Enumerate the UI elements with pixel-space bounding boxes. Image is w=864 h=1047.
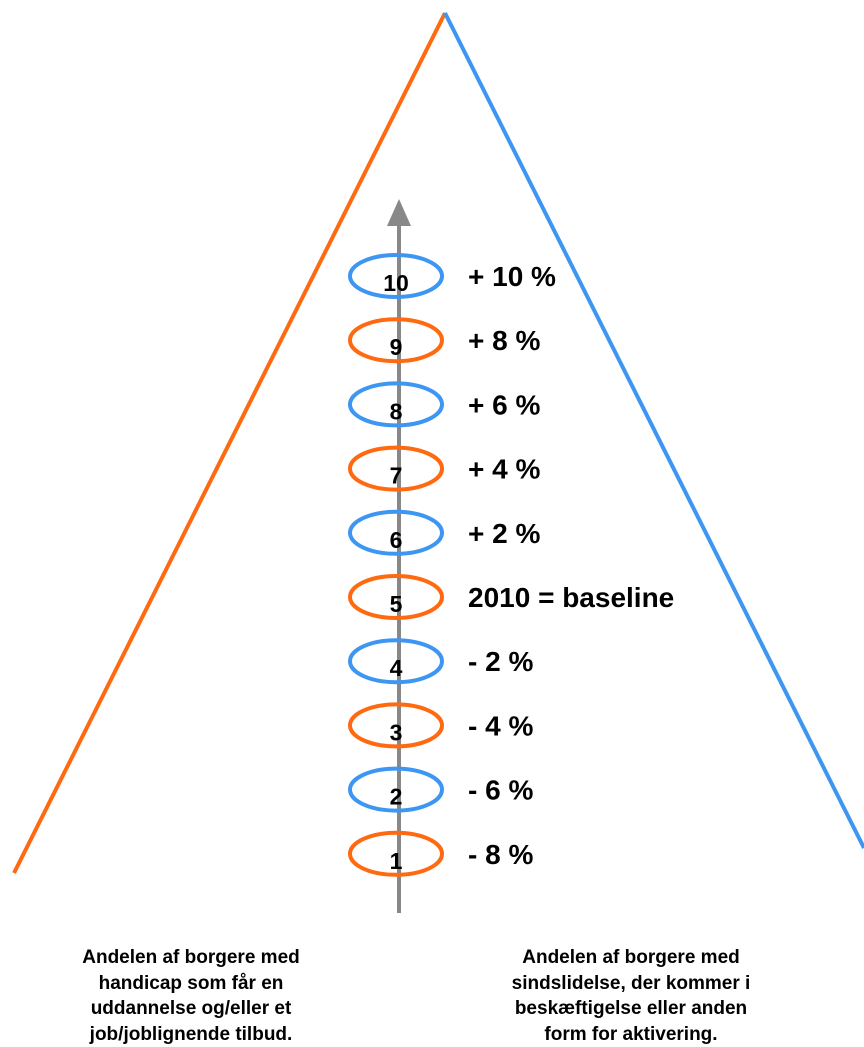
level-item: 4 - 2 %	[350, 640, 533, 682]
level-percentage-label: + 8 %	[468, 325, 540, 356]
level-item: 2 - 6 %	[350, 769, 533, 811]
level-item: 10 + 10 %	[350, 255, 556, 297]
level-percentage-label: - 2 %	[468, 646, 533, 677]
level-percentage-label: + 10 %	[468, 261, 556, 292]
level-item: 9 + 8 %	[350, 319, 540, 361]
level-percentage-label: + 4 %	[468, 454, 540, 485]
level-item: 3 - 4 %	[350, 704, 533, 746]
level-number: 7	[390, 463, 403, 489]
level-number: 5	[390, 591, 403, 617]
level-percentage-label: - 8 %	[468, 839, 533, 870]
level-number: 3	[390, 719, 403, 745]
level-number: 4	[390, 655, 403, 681]
level-number: 2	[390, 784, 403, 810]
left-caption-line: handicap som får en	[41, 971, 341, 997]
level-percentage-label: - 4 %	[468, 710, 533, 741]
level-number: 1	[390, 848, 403, 874]
right-caption-line: Andelen af borgere med	[481, 945, 781, 971]
left-caption: Andelen af borgere med handicap som får …	[41, 945, 341, 1047]
level-item: 1 - 8 %	[350, 833, 533, 875]
level-percentage-label: 2010 = baseline	[468, 582, 674, 613]
level-item: 7 + 4 %	[350, 448, 540, 490]
right-caption-line: beskæftigelse eller anden	[481, 996, 781, 1022]
level-percentage-label: + 2 %	[468, 518, 540, 549]
right-caption: Andelen af borgere med sindslidelse, der…	[481, 945, 781, 1047]
right-caption-line: sindslidelse, der kommer i	[481, 971, 781, 997]
level-item: 6 + 2 %	[350, 512, 540, 554]
level-item: 8 + 6 %	[350, 383, 540, 425]
right-caption-line: form for aktivering.	[481, 1022, 781, 1047]
level-number: 8	[390, 398, 403, 424]
left-caption-line: uddannelse og/eller et	[41, 996, 341, 1022]
left-caption-line: Andelen af borgere med	[41, 945, 341, 971]
left-caption-line: job/joblignende tilbud.	[41, 1022, 341, 1047]
level-percentage-label: + 6 %	[468, 389, 540, 420]
level-percentage-label: - 6 %	[468, 775, 533, 806]
level-number: 9	[390, 334, 403, 360]
scale-arrow-head	[387, 199, 411, 226]
level-number: 6	[390, 527, 403, 553]
level-number: 10	[383, 270, 409, 296]
